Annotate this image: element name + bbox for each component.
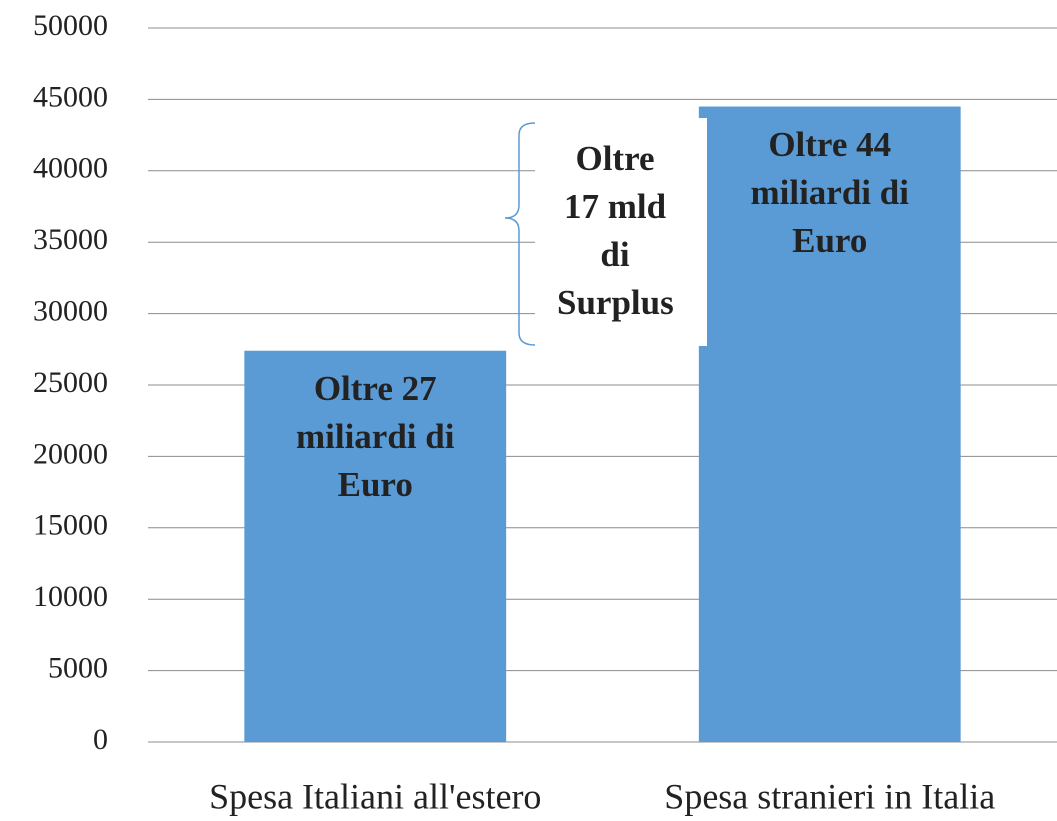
value-label-box: Oltre 44 miliardi di Euro [750, 124, 909, 260]
value-label: Oltre 44 miliardi di Euro [750, 124, 909, 260]
y-tick-label: 10000 [33, 580, 108, 613]
y-tick-label: 15000 [33, 509, 108, 542]
bar [244, 350, 507, 742]
brace [504, 122, 536, 346]
y-tick-label: 25000 [33, 366, 108, 399]
value-label: Oltre 27 miliardi di Euro [295, 368, 455, 504]
y-tick-label: 40000 [33, 152, 108, 185]
y-tick-label: 5000 [48, 651, 108, 684]
x-tick-label: Spesa Italiani all'estero [209, 776, 541, 816]
annotation-box [535, 118, 707, 346]
bar [698, 106, 961, 743]
value-label-box: Oltre 27 miliardi di Euro [295, 368, 455, 504]
y-tick-label: 35000 [33, 223, 108, 256]
y-tick-label: 20000 [33, 437, 108, 470]
y-tick-label: 45000 [33, 80, 108, 113]
y-tick-label: 50000 [33, 9, 108, 42]
annotation: Oltre 17 mld di Surplus [557, 139, 674, 322]
y-tick-label: 30000 [33, 294, 108, 327]
y-tick-label: 0 [93, 723, 108, 756]
annotation-text-box: Oltre 17 mld di Surplus [557, 139, 674, 322]
x-tick-label: Spesa stranieri in Italia [664, 776, 995, 816]
